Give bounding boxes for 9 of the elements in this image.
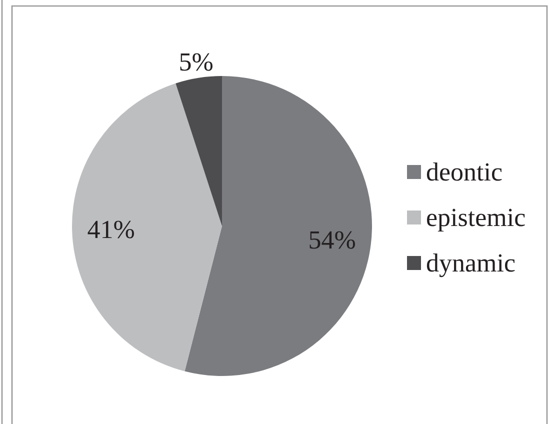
data-label: 5% <box>178 48 214 77</box>
data-label: 41% <box>87 214 135 244</box>
legend-label: epistemic <box>426 203 526 232</box>
pie-slice <box>176 76 222 226</box>
legend-label: dynamic <box>426 248 516 278</box>
pie-slice <box>184 76 372 376</box>
legend-label: deontic <box>426 158 503 186</box>
data-label: 54% <box>308 225 356 254</box>
pie-slice <box>72 83 222 372</box>
